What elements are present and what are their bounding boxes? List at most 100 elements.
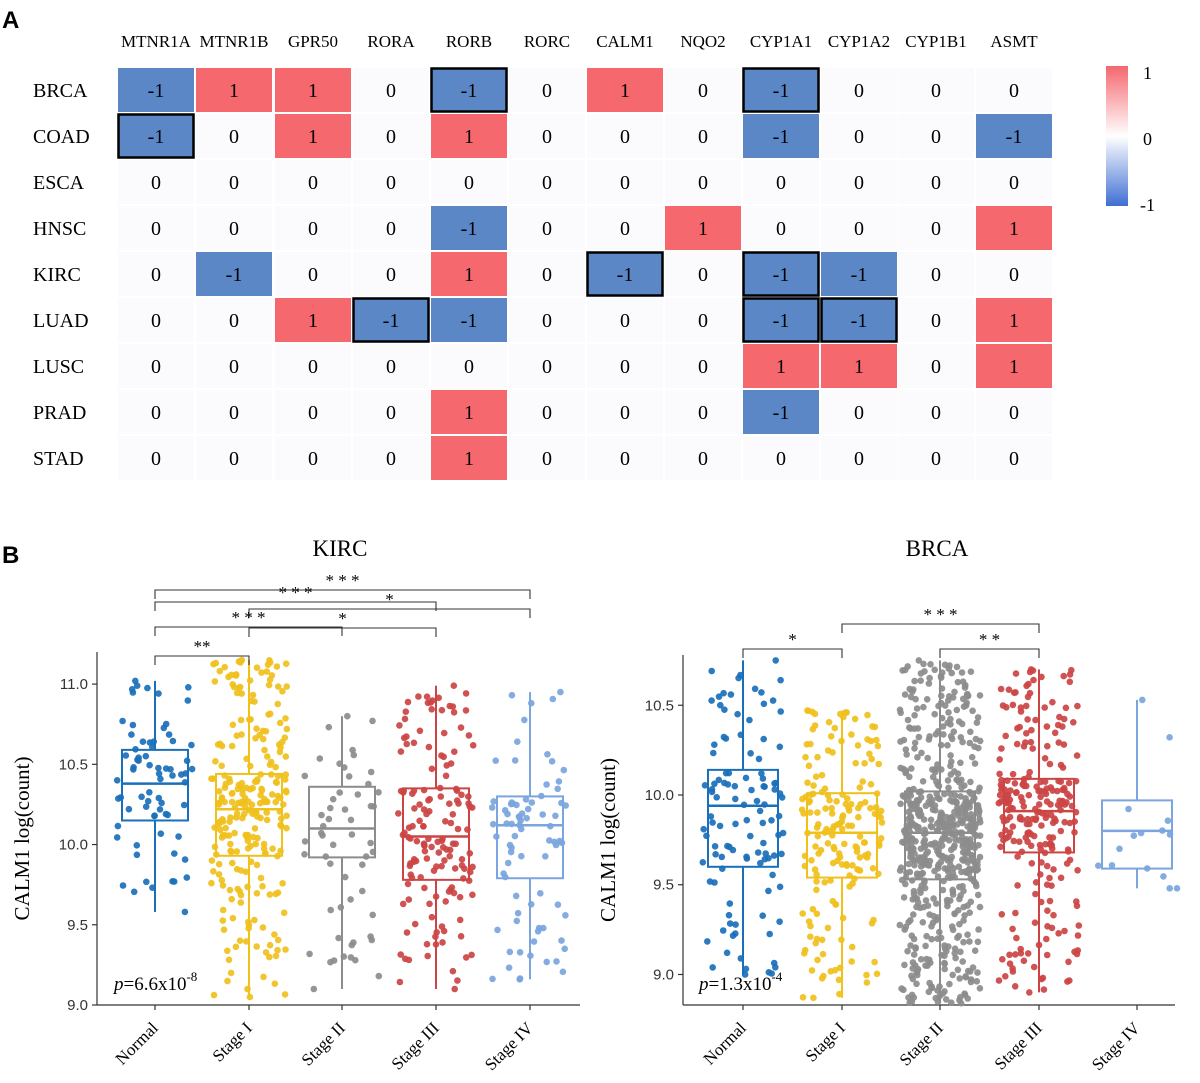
data-point bbox=[922, 850, 930, 858]
data-point bbox=[913, 980, 920, 988]
data-point bbox=[957, 948, 964, 956]
data-point bbox=[1164, 817, 1172, 824]
data-point bbox=[914, 754, 921, 761]
panel-b-label: B bbox=[2, 542, 19, 569]
data-point bbox=[411, 805, 418, 812]
data-point bbox=[908, 877, 916, 884]
data-point bbox=[1073, 752, 1081, 759]
data-point bbox=[707, 813, 715, 820]
heatmap-cell bbox=[897, 389, 975, 435]
data-point bbox=[511, 832, 519, 840]
data-point bbox=[1032, 879, 1040, 886]
data-point bbox=[468, 804, 476, 811]
data-point bbox=[1054, 801, 1062, 809]
data-point bbox=[952, 954, 959, 962]
x-tick-label: Stage I bbox=[209, 1018, 256, 1065]
heatmap-cell-value: 0 bbox=[229, 448, 239, 470]
y-tick-label: 9.0 bbox=[653, 966, 674, 983]
data-point bbox=[827, 877, 834, 884]
data-point bbox=[812, 843, 819, 850]
data-point bbox=[344, 712, 351, 720]
heatmap-cell-value: 0 bbox=[151, 310, 161, 332]
heatmap-cell-value: 0 bbox=[229, 356, 239, 378]
data-point bbox=[514, 738, 521, 745]
data-point bbox=[760, 735, 767, 743]
heatmap-cell bbox=[820, 343, 898, 389]
data-point bbox=[492, 757, 500, 764]
data-point bbox=[406, 862, 414, 870]
heatmap-cell bbox=[897, 251, 975, 297]
data-point bbox=[941, 959, 948, 967]
data-point bbox=[922, 942, 929, 950]
data-point bbox=[1074, 702, 1081, 710]
data-point bbox=[956, 975, 963, 982]
data-point bbox=[1108, 862, 1116, 869]
data-point bbox=[996, 791, 1004, 799]
data-point bbox=[996, 756, 1003, 763]
data-point bbox=[814, 809, 821, 816]
data-point bbox=[404, 880, 412, 888]
data-point bbox=[711, 741, 718, 748]
heatmap-cell-value: -1 bbox=[226, 264, 243, 286]
data-point bbox=[851, 715, 859, 723]
data-point bbox=[938, 692, 945, 700]
data-point bbox=[215, 819, 223, 826]
data-point bbox=[809, 725, 817, 733]
heatmap-cell-value: 0 bbox=[151, 402, 161, 424]
data-point bbox=[272, 890, 280, 898]
data-point bbox=[806, 809, 814, 816]
data-point bbox=[713, 794, 720, 801]
data-point bbox=[727, 691, 735, 698]
data-point bbox=[935, 841, 943, 848]
data-point bbox=[208, 857, 216, 864]
heatmap-cell-value: 0 bbox=[854, 80, 864, 102]
heatmap-cell bbox=[352, 205, 430, 251]
heatmap-cell bbox=[975, 343, 1053, 389]
data-point bbox=[810, 994, 817, 1002]
data-point bbox=[231, 829, 238, 837]
data-point bbox=[272, 952, 280, 960]
data-point bbox=[742, 965, 750, 973]
p-value-symbol: p bbox=[112, 974, 124, 995]
data-point bbox=[455, 800, 462, 807]
heatmap-cell-value: 0 bbox=[151, 356, 161, 378]
data-point bbox=[443, 846, 451, 853]
data-point bbox=[310, 985, 318, 993]
data-point bbox=[1003, 816, 1011, 824]
data-point bbox=[133, 682, 141, 689]
heatmap-cell-value: 0 bbox=[854, 448, 864, 470]
data-point bbox=[976, 784, 983, 792]
heatmap-cell-value: -1 bbox=[851, 310, 868, 332]
heatmap-cell-value: -1 bbox=[851, 264, 868, 286]
heatmap-cell bbox=[820, 205, 898, 251]
data-point bbox=[268, 672, 276, 679]
box bbox=[806, 792, 878, 879]
heatmap-cell-value: 0 bbox=[931, 356, 941, 378]
data-point bbox=[410, 856, 418, 863]
significance-bracket bbox=[841, 623, 1040, 633]
box bbox=[707, 768, 779, 868]
data-point bbox=[228, 895, 235, 903]
data-point bbox=[188, 741, 195, 749]
data-point bbox=[142, 752, 150, 760]
heatmap-cell-value: -1 bbox=[461, 80, 478, 102]
data-point bbox=[976, 815, 983, 823]
data-point bbox=[1023, 702, 1030, 710]
data-point bbox=[450, 889, 458, 897]
data-point bbox=[227, 969, 235, 977]
data-point bbox=[1017, 794, 1025, 801]
data-point bbox=[920, 816, 928, 823]
heatmap-cell-value: 0 bbox=[386, 264, 396, 286]
data-point bbox=[403, 929, 411, 936]
data-point bbox=[1005, 686, 1013, 693]
data-point bbox=[1011, 780, 1019, 787]
data-point bbox=[855, 804, 862, 812]
data-point bbox=[423, 693, 431, 700]
data-point bbox=[249, 691, 257, 699]
data-point bbox=[974, 802, 982, 809]
data-point bbox=[263, 668, 271, 675]
data-point bbox=[957, 892, 964, 899]
y-tick-label: 9.5 bbox=[67, 917, 88, 934]
data-point bbox=[998, 911, 1006, 918]
